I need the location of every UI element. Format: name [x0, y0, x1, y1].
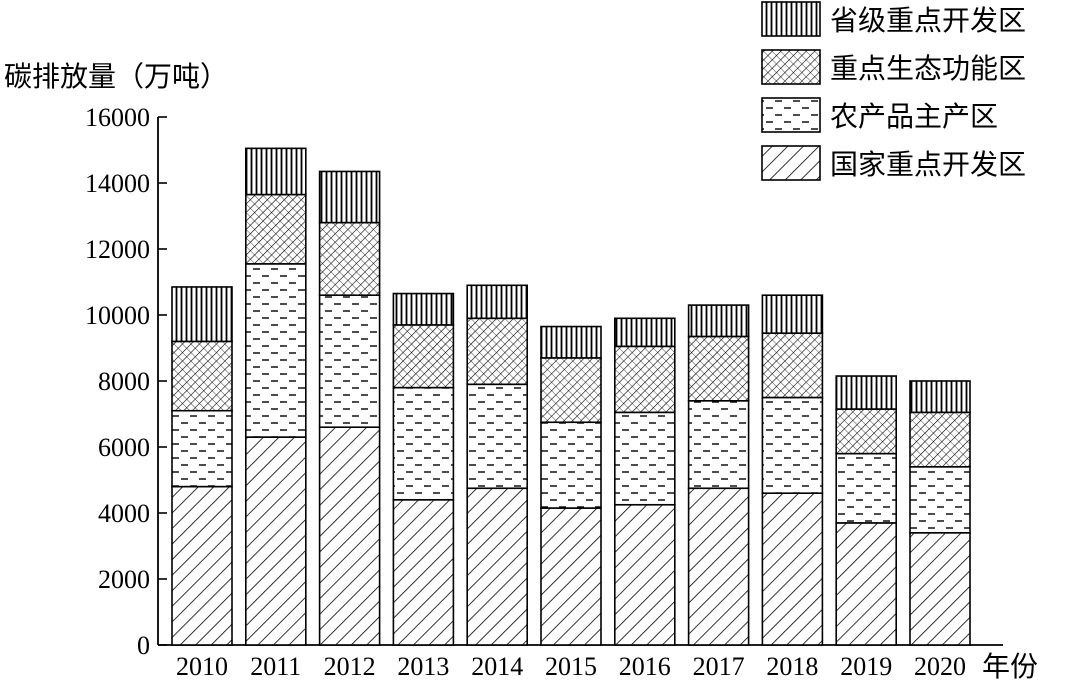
y-tick-label: 14000 [85, 169, 150, 198]
bar-segment [835, 408, 898, 455]
bar-segment [466, 383, 529, 490]
x-tick-label: 2016 [619, 652, 671, 681]
bar-segment [392, 324, 455, 389]
bar-stack [318, 170, 381, 646]
bar-stack [245, 147, 307, 646]
x-axis: 2010 2011 2012 2013 2014 2015 2016 2017 2018 2019… [158, 644, 1003, 681]
x-tick-label: 2018 [766, 652, 818, 681]
bar-segment [171, 340, 233, 412]
y-tick-label: 2000 [98, 565, 150, 594]
bar-stack [540, 325, 602, 646]
legend-label: 重点生态功能区 [830, 52, 1026, 85]
bar-segment [687, 487, 750, 646]
bar-segment [318, 170, 381, 224]
bar-segment [245, 436, 307, 646]
y-tick-label: 8000 [98, 367, 150, 396]
bar-stack [613, 317, 676, 646]
bar-segment [392, 292, 455, 326]
bar-segment [909, 411, 971, 468]
bar-stack [392, 292, 455, 646]
bar-segment [171, 286, 233, 343]
bar-segment [392, 498, 455, 646]
legend-item: 重点生态功能区 [761, 49, 1026, 85]
legend-swatch [761, 145, 821, 181]
legend-swatch [761, 97, 821, 133]
x-axis-title: 年份 [982, 650, 1038, 683]
bar-segment [318, 294, 381, 429]
bar-segment [687, 399, 750, 490]
y-axis: 0 2000 4000 6000 8000 10000 12000 14000 16000 [85, 103, 167, 660]
legend-swatch [761, 1, 821, 37]
bar-segment [761, 294, 824, 334]
bar-segment [466, 284, 529, 320]
x-tick-label: 2011 [250, 652, 301, 681]
bar-segment [909, 380, 971, 414]
bar-stack [909, 380, 971, 646]
bar-stack [466, 284, 529, 646]
y-tick-label: 0 [137, 631, 150, 660]
bar-segment [318, 426, 381, 646]
bar-segment [835, 452, 898, 524]
bars-group [171, 147, 971, 646]
bar-segment [171, 409, 233, 488]
bar-segment [171, 485, 233, 646]
legend-item: 国家重点开发区 [761, 145, 1026, 181]
x-tick-label: 2015 [545, 652, 597, 681]
y-tick-label: 10000 [85, 301, 150, 330]
bar-segment [835, 375, 898, 410]
bar-stack [835, 375, 898, 646]
bar-segment [909, 531, 971, 646]
bar-segment [540, 325, 602, 359]
bar-stack [761, 294, 824, 646]
bar-segment [687, 335, 750, 402]
bar-segment [540, 357, 602, 424]
legend-swatch [761, 49, 821, 85]
bar-stack [687, 304, 750, 646]
bar-segment [318, 221, 381, 297]
x-tick-label: 2017 [693, 652, 745, 681]
bar-segment [466, 317, 529, 386]
bar-segment [835, 522, 898, 646]
x-tick-label: 2020 [914, 652, 966, 681]
x-tick-label: 2014 [471, 652, 523, 681]
legend-item: 农产品主产区 [761, 97, 998, 133]
y-axis-title: 碳排放量（万吨） [4, 60, 228, 93]
bar-segment [466, 487, 529, 646]
x-tick-label: 2019 [840, 652, 892, 681]
bar-segment [613, 317, 676, 348]
bar-segment [245, 263, 307, 438]
bar-segment [613, 503, 676, 646]
y-tick-label: 4000 [98, 499, 150, 528]
bar-segment [613, 411, 676, 506]
y-tick-label: 16000 [85, 103, 150, 132]
legend-label: 省级重点开发区 [830, 4, 1026, 37]
legend-item: 省级重点开发区 [761, 1, 1026, 37]
legend-label: 农产品主产区 [830, 100, 998, 133]
bar-segment [761, 492, 824, 646]
bar-segment [245, 193, 307, 265]
bar-segment [613, 345, 676, 414]
bar-segment [909, 465, 971, 534]
bar-stack [171, 286, 233, 646]
legend-label: 国家重点开发区 [830, 148, 1026, 181]
x-tick-label: 2010 [176, 652, 228, 681]
x-tick-label: 2012 [324, 652, 376, 681]
bar-segment [392, 386, 455, 501]
bar-segment [761, 396, 824, 494]
y-tick-label: 6000 [98, 433, 150, 462]
y-tick-label: 12000 [85, 235, 150, 264]
bar-segment [540, 507, 602, 646]
bar-segment [540, 421, 602, 509]
bar-segment [687, 304, 750, 338]
bar-segment [761, 332, 824, 399]
x-tick-label: 2013 [397, 652, 449, 681]
bar-segment [245, 147, 307, 196]
